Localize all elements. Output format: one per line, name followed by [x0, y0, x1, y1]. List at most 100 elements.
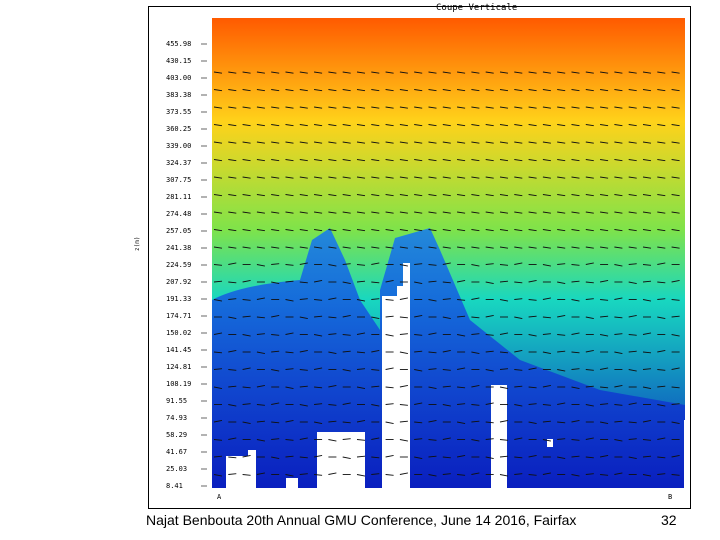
velocity-arrow [342, 159, 351, 162]
velocity-arrow [271, 141, 280, 144]
velocity-arrow [442, 211, 451, 214]
velocity-arrow [614, 194, 623, 197]
velocity-arrow [514, 246, 523, 249]
velocity-arrow [371, 349, 380, 353]
velocity-arrow [471, 472, 480, 475]
velocity-arrow [342, 350, 351, 353]
velocity-arrow [213, 71, 223, 74]
velocity-arrow [499, 439, 509, 441]
velocity-arrow [371, 106, 380, 109]
velocity-arrow [328, 316, 337, 319]
velocity-arrow [399, 420, 408, 423]
velocity-arrow [428, 351, 437, 354]
velocity-arrow [399, 264, 408, 267]
velocity-arrow [542, 384, 551, 388]
velocity-arrow [571, 368, 580, 370]
velocity-arrow [542, 351, 551, 355]
velocity-arrow [657, 473, 666, 475]
velocity-arrow [371, 141, 380, 144]
velocity-arrow [328, 194, 337, 197]
velocity-arrow [256, 333, 265, 335]
velocity-arrow [614, 297, 623, 300]
velocity-arrow [256, 211, 265, 214]
velocity-arrow [628, 89, 637, 92]
velocity-arrow [485, 402, 494, 405]
velocity-arrow [213, 332, 223, 335]
velocity-arrow [299, 437, 308, 440]
velocity-arrow [299, 176, 308, 179]
velocity-arrow [457, 421, 466, 425]
velocity-arrow [571, 351, 580, 354]
velocity-arrow [213, 419, 223, 423]
velocity-arrow [614, 439, 623, 442]
velocity-arrow [528, 421, 537, 425]
velocity-arrow [514, 385, 523, 388]
velocity-arrow [485, 246, 494, 249]
velocity-arrow [399, 351, 408, 355]
velocity-arrow [414, 314, 423, 318]
velocity-arrow [271, 438, 280, 440]
velocity-arrow [442, 456, 451, 459]
velocity-arrow [671, 229, 680, 232]
velocity-arrow [428, 159, 437, 162]
velocity-arrow [342, 89, 351, 92]
velocity-arrow [314, 71, 323, 74]
velocity-arrow [428, 419, 437, 423]
velocity-arrow [356, 264, 366, 266]
velocity-arrow [542, 229, 551, 232]
velocity-arrow [628, 421, 637, 424]
velocity-arrow [585, 316, 594, 320]
velocity-arrow [428, 176, 437, 179]
velocity-arrow [328, 264, 337, 267]
velocity-arrow [271, 246, 280, 249]
velocity-arrow [642, 264, 652, 266]
velocity-arrow [356, 159, 366, 162]
velocity-arrow [314, 89, 323, 92]
velocity-arrow [642, 229, 652, 232]
velocity-arrow [328, 420, 337, 423]
velocity-arrow [213, 159, 223, 162]
velocity-arrow [428, 124, 437, 127]
velocity-arrow [442, 106, 451, 109]
velocity-arrow [371, 211, 380, 214]
velocity-arrow [528, 386, 537, 389]
velocity-arrow [356, 280, 366, 283]
velocity-arrow [671, 159, 680, 162]
velocity-arrow [285, 106, 294, 109]
velocity-arrow [399, 246, 408, 249]
velocity-arrow [299, 124, 308, 127]
velocity-arrow [428, 332, 437, 335]
velocity-arrow [514, 369, 523, 371]
velocity-arrow [385, 229, 394, 232]
velocity-arrow [399, 106, 408, 109]
velocity-arrow [442, 369, 451, 371]
velocity-arrow [242, 386, 251, 389]
velocity-arrow [256, 159, 265, 162]
velocity-arrow [428, 211, 437, 214]
velocity-arrow [328, 89, 337, 92]
velocity-arrow [571, 89, 580, 92]
velocity-arrow [314, 315, 323, 318]
velocity-arrow [528, 367, 537, 370]
velocity-arrow [571, 194, 580, 197]
velocity-arrow [213, 194, 223, 197]
velocity-arrow [585, 246, 594, 249]
velocity-arrow [256, 404, 265, 406]
velocity-arrow [457, 211, 466, 214]
velocity-arrow [228, 71, 237, 74]
velocity-arrow [414, 141, 423, 144]
velocity-arrow [228, 456, 237, 459]
velocity-arrow [485, 369, 494, 372]
velocity-arrow [414, 402, 423, 405]
velocity-arrow [399, 384, 408, 388]
velocity-arrow [600, 454, 609, 458]
velocity-arrow [442, 89, 451, 92]
velocity-arrow [542, 264, 551, 267]
velocity-arrow [542, 194, 551, 197]
velocity-arrow [471, 246, 480, 249]
velocity-arrow [471, 297, 480, 300]
velocity-arrow [485, 194, 494, 197]
velocity-arrow [600, 474, 609, 476]
velocity-arrow [671, 421, 680, 425]
velocity-arrow [557, 350, 566, 353]
